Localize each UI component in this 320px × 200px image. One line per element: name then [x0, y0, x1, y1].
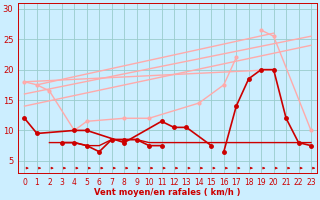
- X-axis label: Vent moyen/en rafales ( km/h ): Vent moyen/en rafales ( km/h ): [94, 188, 241, 197]
